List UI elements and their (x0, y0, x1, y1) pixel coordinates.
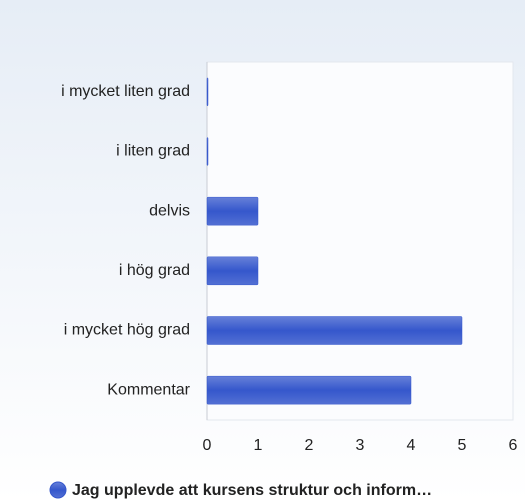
x-tick-label: 5 (458, 437, 467, 454)
y-tick-label: i mycket liten grad (61, 83, 190, 100)
bar (206, 256, 259, 286)
legend-label: Jag upplevde att kursens struktur och in… (72, 482, 432, 499)
x-tick-label: 3 (356, 437, 365, 454)
x-tick-label: 2 (305, 437, 314, 454)
bar (206, 316, 463, 345)
y-tick-label: delvis (149, 202, 190, 219)
x-tick-label: 6 (509, 437, 518, 454)
y-tick-label: i mycket hög grad (64, 322, 190, 339)
plot-area (206, 61, 514, 421)
y-tick-label: i hög grad (119, 262, 190, 279)
bar (206, 375, 412, 405)
x-tick-label: 0 (203, 437, 212, 454)
bar (206, 77, 209, 107)
x-tick-label: 1 (254, 437, 263, 454)
bar (206, 137, 209, 166)
legend-marker (49, 481, 67, 499)
y-tick-label: i liten grad (116, 143, 190, 160)
bar (206, 196, 259, 226)
x-tick-label: 4 (407, 437, 416, 454)
y-tick-label: Kommentar (107, 381, 190, 398)
